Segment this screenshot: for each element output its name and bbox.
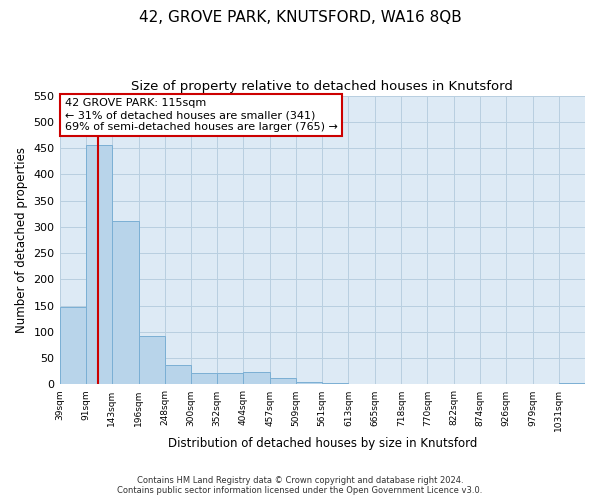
Text: 42 GROVE PARK: 115sqm
← 31% of detached houses are smaller (341)
69% of semi-det: 42 GROVE PARK: 115sqm ← 31% of detached … [65,98,338,132]
Bar [59,306,86,384]
Bar [86,146,112,384]
Text: 42, GROVE PARK, KNUTSFORD, WA16 8QB: 42, GROVE PARK, KNUTSFORD, WA16 8QB [139,10,461,25]
Text: Contains HM Land Registry data © Crown copyright and database right 2024.
Contai: Contains HM Land Registry data © Crown c… [118,476,482,495]
X-axis label: Distribution of detached houses by size in Knutsford: Distribution of detached houses by size … [167,437,477,450]
Bar [559,383,585,384]
Bar [296,382,322,384]
Title: Size of property relative to detached houses in Knutsford: Size of property relative to detached ho… [131,80,513,93]
Bar [165,365,191,384]
Bar [139,336,165,384]
Y-axis label: Number of detached properties: Number of detached properties [15,147,28,333]
Bar [270,378,296,384]
Bar [217,373,243,384]
Bar [112,221,139,384]
Bar [191,373,217,384]
Bar [243,372,270,384]
